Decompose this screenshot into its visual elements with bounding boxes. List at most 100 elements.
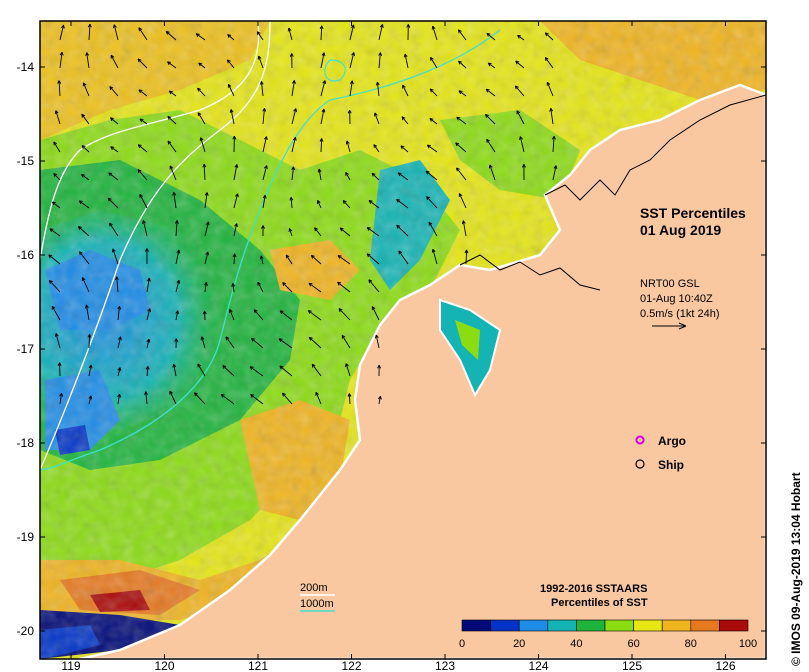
- current-arrowhead: [176, 279, 181, 284]
- current-arrow: [49, 228, 61, 237]
- isobath-200m-line-outer: [40, 21, 271, 471]
- current-arrow: [256, 31, 264, 41]
- current-arrowhead: [289, 53, 294, 57]
- colorbar-swatch: [576, 619, 606, 632]
- current-arrowhead: [110, 54, 115, 59]
- current-arrow: [110, 117, 119, 125]
- current-arrow: [428, 221, 438, 237]
- current-arrowhead: [461, 220, 466, 225]
- current-arrow: [173, 192, 177, 209]
- current-arrowhead: [287, 27, 292, 32]
- current-arrowhead: [406, 24, 411, 28]
- current-arrow: [110, 54, 119, 69]
- current-arrowhead: [339, 227, 344, 232]
- current-arrowhead: [195, 33, 200, 37]
- current-arrow: [146, 308, 151, 321]
- current-arrow: [138, 27, 148, 41]
- current-arrow: [427, 144, 438, 153]
- current-arrowhead: [225, 336, 230, 341]
- current-arrowhead: [107, 197, 112, 202]
- current-arrow: [516, 110, 525, 125]
- current-arrow: [337, 255, 351, 265]
- current-arrow: [173, 364, 177, 377]
- current-arrowhead: [235, 193, 239, 198]
- current-arrowhead: [349, 80, 354, 85]
- current-arrowhead: [485, 88, 490, 93]
- current-arrow: [229, 309, 235, 321]
- current-arrowhead: [425, 170, 430, 175]
- current-arrowhead: [285, 254, 290, 259]
- current-arrowhead: [549, 108, 554, 112]
- current-arrowhead: [457, 29, 462, 34]
- current-arrow: [465, 249, 468, 265]
- current-arrow: [251, 337, 264, 349]
- current-arrowhead: [522, 164, 526, 168]
- current-arrowhead: [250, 394, 255, 398]
- current-arrowhead: [200, 336, 205, 341]
- current-arrowhead: [87, 23, 92, 28]
- current-arrow: [167, 116, 177, 125]
- current-arrowhead: [227, 83, 232, 88]
- current-arrow: [320, 138, 323, 153]
- x-axis: 119 120 121 122 123 124 125 126: [61, 21, 736, 672]
- current-arrowhead: [345, 363, 349, 368]
- current-arrow: [86, 52, 90, 69]
- current-arrowhead: [464, 249, 469, 254]
- argo-legend-item: Argo: [635, 434, 686, 448]
- current-arrow: [258, 55, 264, 69]
- ship-legend-item: Ship: [635, 458, 684, 472]
- current-arrow: [88, 364, 92, 377]
- isobath-200m-line: [40, 21, 260, 261]
- current-arrow: [139, 118, 148, 125]
- current-arrow: [201, 336, 206, 349]
- current-arrow: [373, 144, 380, 153]
- current-arrow: [175, 310, 179, 321]
- current-arrow: [195, 33, 206, 41]
- current-arrowhead: [337, 254, 342, 259]
- current-arrow: [81, 113, 90, 125]
- current-arrowhead: [429, 88, 434, 93]
- current-arrow: [378, 24, 383, 41]
- current-arrowhead: [377, 395, 382, 400]
- current-arrowhead: [292, 80, 296, 84]
- colorbar-title-line1: 1992-2016 SSTAARS: [540, 583, 647, 595]
- current-arrow: [169, 165, 177, 181]
- isobaths: [40, 21, 501, 471]
- current-arrow: [262, 195, 266, 209]
- current-arrow: [249, 366, 264, 377]
- colorbar-title-line2: Percentiles of SST: [551, 597, 648, 609]
- current-arrowhead: [338, 308, 343, 313]
- current-arrow: [204, 192, 208, 209]
- current-arrowhead: [147, 308, 152, 312]
- current-arrowhead: [289, 196, 294, 201]
- current-arrow: [429, 88, 438, 97]
- current-arrowhead: [551, 135, 556, 140]
- current-arrowhead: [488, 164, 493, 169]
- current-arrow: [514, 85, 525, 97]
- current-arrowhead: [366, 227, 371, 231]
- current-arrow: [85, 304, 90, 321]
- current-arrow: [487, 62, 496, 69]
- current-arrowhead: [544, 57, 549, 61]
- current-arrowhead: [486, 138, 490, 143]
- current-arrow: [53, 173, 61, 181]
- current-arrowhead: [259, 81, 264, 85]
- current-arrowhead: [398, 250, 403, 255]
- current-arrow: [169, 90, 177, 97]
- current-arrowhead: [199, 137, 204, 142]
- current-arrowhead: [371, 306, 376, 310]
- current-arrow: [458, 193, 467, 209]
- current-arrowhead: [345, 172, 349, 176]
- current-arrow: [137, 58, 148, 69]
- current-arrow: [552, 136, 555, 153]
- current-arrow: [197, 363, 206, 377]
- x-tick-label: 121: [248, 659, 268, 672]
- x-tick-label: 125: [622, 659, 642, 672]
- current-arrow: [175, 280, 180, 293]
- current-arrowhead: [458, 60, 463, 65]
- current-arrowhead: [256, 31, 261, 36]
- current-arrowhead: [431, 248, 436, 253]
- current-arrow: [53, 141, 61, 153]
- current-arrowhead: [138, 89, 143, 94]
